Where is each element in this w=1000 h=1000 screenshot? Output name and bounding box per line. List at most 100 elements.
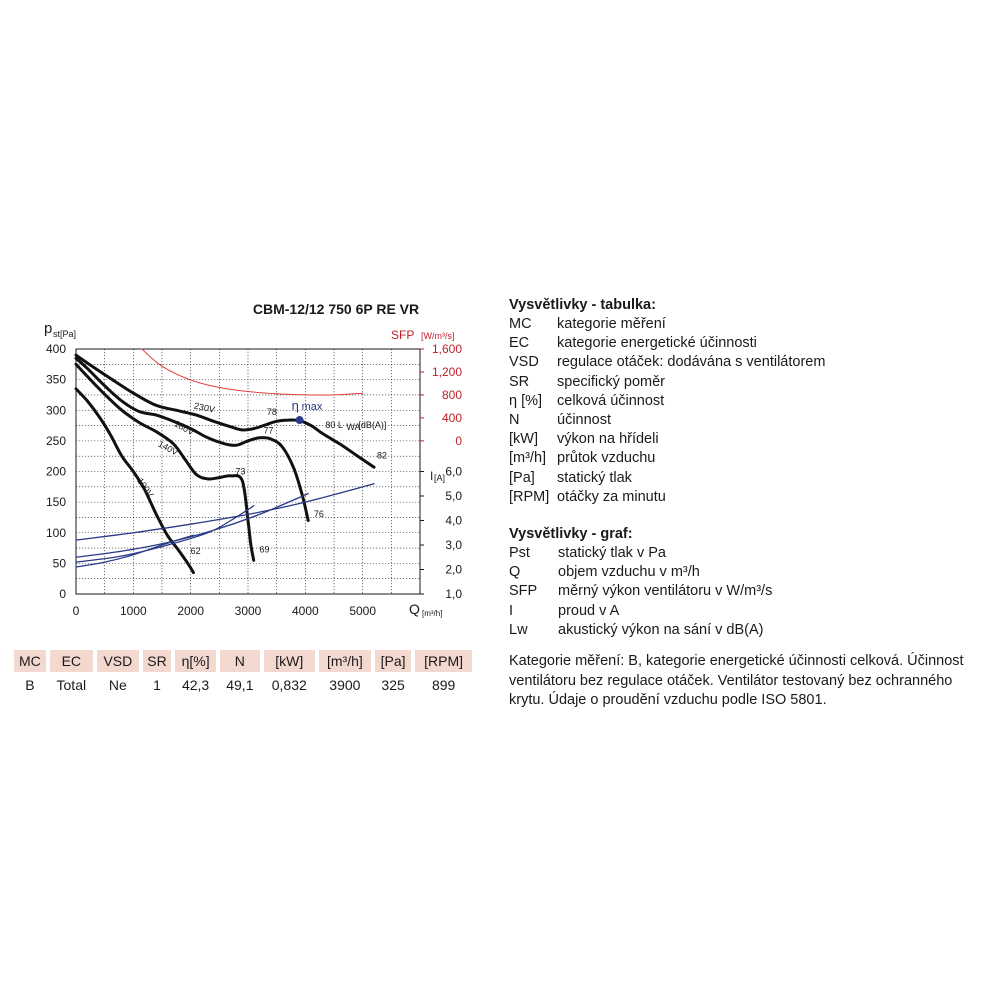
curve-annotation: 77	[263, 426, 273, 436]
legend-key: I	[509, 602, 514, 619]
table-header: SR	[142, 650, 172, 672]
curve-annotation: 73	[235, 467, 245, 477]
x-axis-unit: [m³/h]	[422, 609, 442, 618]
legend-item: [kW] výkon na hřídeli	[509, 430, 825, 449]
x-tick-label: 3000	[235, 604, 262, 618]
table-cell: 3900	[329, 677, 361, 693]
table-header: [Pa]	[374, 650, 412, 672]
curve-annotation: 76	[314, 509, 324, 519]
curve-annotation: 100V	[135, 476, 155, 499]
legend-item: [m³/h] průtok vzduchu	[509, 449, 825, 468]
sfp-curve	[141, 348, 364, 396]
legend-item: EC kategorie energetické účinnosti	[509, 334, 825, 353]
pressure-axis-title: p st[Pa]	[44, 320, 76, 339]
legend-key: EC	[509, 335, 530, 352]
current-tick-label: 5,0	[445, 489, 462, 503]
legend-key: SFP	[509, 583, 538, 600]
eta-max-symbol: η	[292, 398, 299, 413]
legend-key: [RPM]	[509, 488, 550, 505]
legend-item: VSD regulace otáček: dodávána s ventiláto…	[509, 353, 825, 372]
table-header: η[%]	[175, 650, 216, 672]
pressure-tick-label: 250	[46, 434, 66, 448]
sfp-tick-label: 800	[442, 388, 462, 402]
table-header: VSD	[96, 650, 139, 672]
current-tick-label: 2,0	[445, 563, 462, 577]
legend-key: Lw	[509, 621, 528, 638]
sfp-axis-label: SFP	[391, 328, 414, 342]
pressure-tick-label: 200	[46, 465, 66, 479]
sfp-tick-label: 0	[455, 434, 462, 448]
eta-max-label: max	[302, 401, 323, 413]
legend-item: η [%] celková účinnost	[509, 392, 825, 411]
current-tick-label: 1,0	[445, 587, 462, 601]
sfp-tick-label: 1,600	[432, 342, 462, 356]
table-row: B Total Ne 1 42,3 49,1 0,832 3900 325 89…	[14, 672, 472, 698]
legend-item: Pst statický tlak v Pa	[509, 544, 772, 563]
legend-item: MC kategorie měření	[509, 315, 825, 334]
current-curve-180v	[75, 492, 309, 558]
table-cell: 42,3	[181, 677, 210, 693]
pressure-tick-label: 300	[46, 403, 66, 417]
legend-key: η [%]	[509, 392, 543, 409]
legend-value: specifický poměr	[557, 373, 665, 390]
x-tick-label: 2000	[177, 604, 204, 618]
table-cell: Ne	[108, 677, 127, 693]
pressure-curve-140v	[74, 362, 256, 562]
pressure-curve-180v	[74, 356, 310, 522]
legend-key: N	[509, 411, 520, 428]
legend-item: Lw akustický výkon na sání v dB(A)	[509, 621, 772, 640]
legend-key: Q	[509, 564, 521, 581]
legend-item: SFP měrný výkon ventilátoru v W/m³/s	[509, 582, 772, 601]
current-curve-100v	[75, 534, 195, 568]
legend-item: [Pa] statický tlak	[509, 469, 825, 488]
current-curve-230v	[75, 483, 375, 541]
current-axis-label: I	[430, 469, 433, 483]
curve-annotation: 180V	[173, 418, 196, 437]
pressure-tick-label: 100	[46, 526, 66, 540]
table-cell: Total	[56, 677, 87, 693]
legend-value: celková účinnost	[557, 392, 665, 409]
pressure-curve-100v	[74, 387, 195, 575]
lwa-unit: [dB(A)]	[358, 420, 386, 430]
current-tick-label: 4,0	[445, 514, 462, 528]
legend-key: MC	[509, 316, 532, 332]
pressure-axis-label: p	[44, 320, 52, 337]
table-cell: 1	[153, 677, 161, 693]
pressure-tick-label: 150	[46, 495, 66, 509]
graph-legend-title: Vysvětlivky - graf:	[509, 526, 633, 542]
legend-key: SR	[509, 373, 530, 390]
current-tick-label: 6,0	[445, 465, 462, 479]
table-cell: 0,832	[271, 677, 307, 693]
legend-item: SR specifický poměr	[509, 373, 825, 392]
x-tick-label: 4000	[292, 604, 319, 618]
curve-annotation: 69	[259, 544, 269, 554]
table-header: [m³/h]	[318, 650, 371, 672]
chart-title: CBM-12/12 750 6P RE VR	[253, 301, 419, 317]
x-tick-label: 0	[73, 604, 80, 618]
sfp-tick-label: 400	[442, 411, 462, 425]
legend-value: akustický výkon na sání v dB(A)	[558, 621, 764, 638]
table-legend: Vysvětlivky - tabulka: MC kategorie měřen…	[509, 297, 825, 507]
legend-value: měrný výkon ventilátoru v W/m³/s	[558, 583, 773, 600]
graph-legend: Vysvětlivky - graf: Pst statický tlak v P…	[509, 526, 772, 640]
legend-value: statický tlak v Pa	[558, 545, 666, 561]
curve-annotation: 80 L	[325, 420, 343, 430]
table-header: [kW]	[263, 650, 315, 672]
sfp-tick-label: 1,200	[432, 365, 462, 379]
curve-annotation: 82	[377, 451, 387, 461]
current-tick-label: 3,0	[445, 538, 462, 552]
curve-annotation: 140V	[156, 439, 179, 458]
table-header: EC	[49, 650, 93, 672]
sfp-axis-title: SFP [W/m³/s]	[391, 328, 455, 342]
legend-key: [Pa]	[509, 469, 535, 486]
pressure-curve-230v	[74, 353, 376, 469]
fan-data-table: MC EC VSD SR η[%] N [kW] [m³/h] [Pa] [RP…	[10, 650, 476, 698]
legend-key: Pst	[509, 545, 530, 561]
pressure-tick-label: 0	[59, 587, 66, 601]
legend-value: regulace otáček: dodávána s ventilátorem	[557, 354, 826, 371]
legend-value: kategorie energetické účinnosti	[557, 335, 757, 352]
fan-performance-chart: CBM-12/12 750 6P RE VR p st[Pa] SFP [W/m…	[44, 301, 462, 618]
